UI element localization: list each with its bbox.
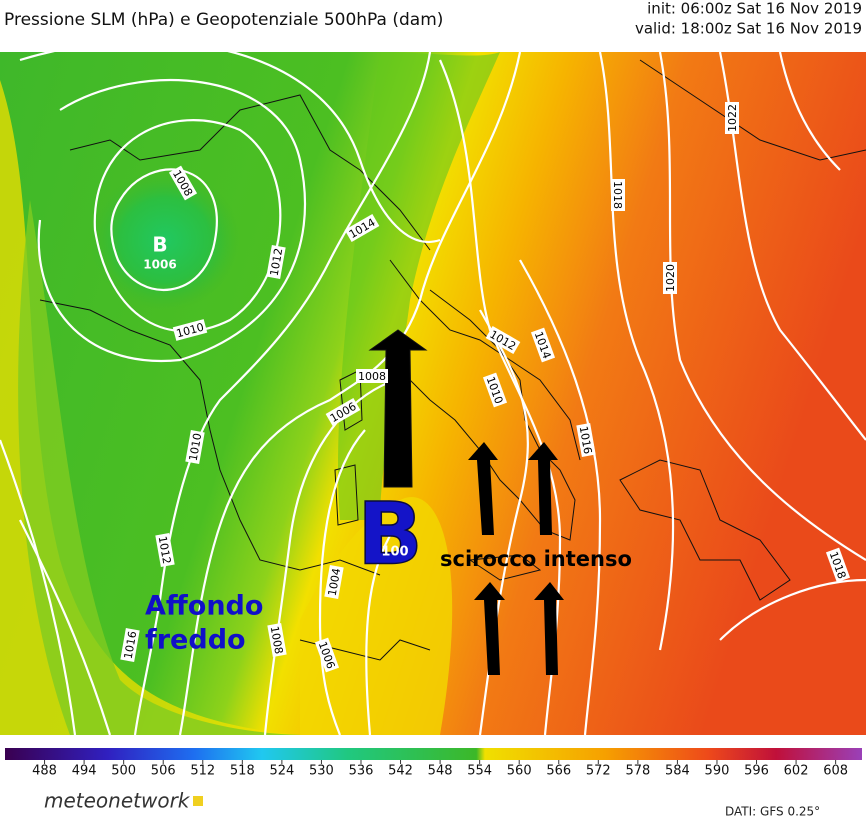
isobar-label: 1004 xyxy=(324,565,344,599)
colorbar-tick-label: 596 xyxy=(744,764,769,779)
init-time: init: 06:00z Sat 16 Nov 2019 xyxy=(647,0,862,18)
isobar-label-box xyxy=(485,325,521,355)
isobar-label: 1022 xyxy=(725,102,739,134)
isobar-label: 1016 xyxy=(120,628,140,662)
map-title: Pressione SLM (hPa) e Geopotenziale 500h… xyxy=(4,10,443,30)
isobar-label-box xyxy=(825,547,851,583)
low-pressure: 1006 xyxy=(143,258,176,272)
colorbar-tick-label: 506 xyxy=(151,764,176,779)
isobar-label-text: 1012 xyxy=(268,247,286,277)
green-band xyxy=(338,52,500,520)
colorbar-tick-label: 608 xyxy=(823,764,848,779)
colorbar-tick-label: 494 xyxy=(72,764,97,779)
low-symbol-large: B xyxy=(357,484,423,584)
arrow xyxy=(468,442,498,535)
isobar-label-box xyxy=(172,319,208,341)
colorbar-tick-label: 488 xyxy=(32,764,57,779)
colorbar-tick-label: 542 xyxy=(388,764,413,779)
colorbar-tick-label: 590 xyxy=(705,764,730,779)
yellow-tongue xyxy=(300,496,453,735)
colorbar-tick-label: 530 xyxy=(309,764,334,779)
low-symbol: B xyxy=(152,233,167,257)
isobar-label-text: 1010 xyxy=(187,432,205,462)
isobar-label-box xyxy=(168,165,198,201)
colorbar xyxy=(5,748,862,760)
yellow-edge xyxy=(0,80,300,735)
isobar-label-box xyxy=(611,179,625,211)
isobar-label-box xyxy=(344,213,380,243)
isobar-label: 1008 xyxy=(356,369,388,383)
isobar-label: 1016 xyxy=(576,423,596,457)
isobar-label-text: 1016 xyxy=(577,425,595,455)
isobar-label-text: 1004 xyxy=(326,567,344,597)
isobar-label-box xyxy=(314,637,340,673)
data-source: DATI: GFS 0.25° xyxy=(725,805,820,819)
isobar-label-text: 1008 xyxy=(268,625,286,655)
colorbar-ticks: 488 494 500 506 512 518 524 530 536 542 548 554 560 5… xyxy=(32,760,848,779)
isobar-label-box xyxy=(530,327,556,363)
isobar-label-box xyxy=(155,533,175,567)
arrow-large xyxy=(368,329,428,488)
valid-time: valid: 18:00z Sat 16 Nov 2019 xyxy=(635,20,862,38)
colorbar-tick-label: 518 xyxy=(230,764,255,779)
colorbar-tick-label: 566 xyxy=(546,764,571,779)
brand: meteonetwork xyxy=(44,789,191,813)
isobar-label-text: 1008 xyxy=(358,370,386,383)
isobar-label-box xyxy=(120,628,140,662)
isobar-label-box xyxy=(325,397,361,427)
brand-square xyxy=(193,796,203,806)
isobar-label-box xyxy=(663,262,677,294)
isobar-label-box xyxy=(356,369,388,383)
colorbar-tick-label: 578 xyxy=(625,764,650,779)
colorbar-tick-label: 512 xyxy=(190,764,215,779)
green-edge xyxy=(18,200,310,735)
colorbar-tick-label: 560 xyxy=(507,764,532,779)
colorbar-tick-label: 554 xyxy=(467,764,492,779)
isobar-label-text: 1016 xyxy=(122,630,140,660)
isobar-label: 1012 xyxy=(155,533,175,567)
annotation-cold: Affondo xyxy=(145,591,263,622)
colorbar-tick-label: 572 xyxy=(586,764,611,779)
isobar-label: 1018 xyxy=(611,179,625,211)
isobar-label: 1020 xyxy=(663,262,677,294)
isobar-label-box xyxy=(576,423,596,457)
isobar-label-box xyxy=(267,623,287,657)
isobar-label-text: 1018 xyxy=(611,181,624,209)
isobar-label: 1010 xyxy=(185,430,205,464)
colorbar-tick-label: 602 xyxy=(784,764,809,779)
isobar-label-box xyxy=(725,102,739,134)
isobar-label: 1012 xyxy=(266,245,286,279)
arrow xyxy=(534,582,564,675)
isobar-label-box xyxy=(482,372,508,408)
low-pressure: 100 xyxy=(381,545,408,560)
isobars xyxy=(0,52,866,735)
isobar-label-box xyxy=(185,430,205,464)
colorbar-tick-label: 584 xyxy=(665,764,690,779)
colorbar-tick-label: 524 xyxy=(269,764,294,779)
colorbar-tick-label: 536 xyxy=(349,764,374,779)
annotation-cold: freddo xyxy=(145,625,246,656)
isobar-label-text: 1012 xyxy=(156,535,174,565)
arrow xyxy=(528,442,558,535)
wind-arrows xyxy=(368,329,564,675)
isobar-label-box xyxy=(324,565,344,599)
isobar-label-text: 1020 xyxy=(664,264,677,292)
annotation-wind: scirocco intenso xyxy=(440,547,632,571)
isobar-label: 1008 xyxy=(267,623,287,657)
arrow xyxy=(474,582,505,675)
isobar-label-box xyxy=(266,245,286,279)
colorbar-tick-label: 548 xyxy=(428,764,453,779)
isobar-label-text: 1022 xyxy=(726,104,739,132)
colorbar-tick-label: 500 xyxy=(111,764,136,779)
